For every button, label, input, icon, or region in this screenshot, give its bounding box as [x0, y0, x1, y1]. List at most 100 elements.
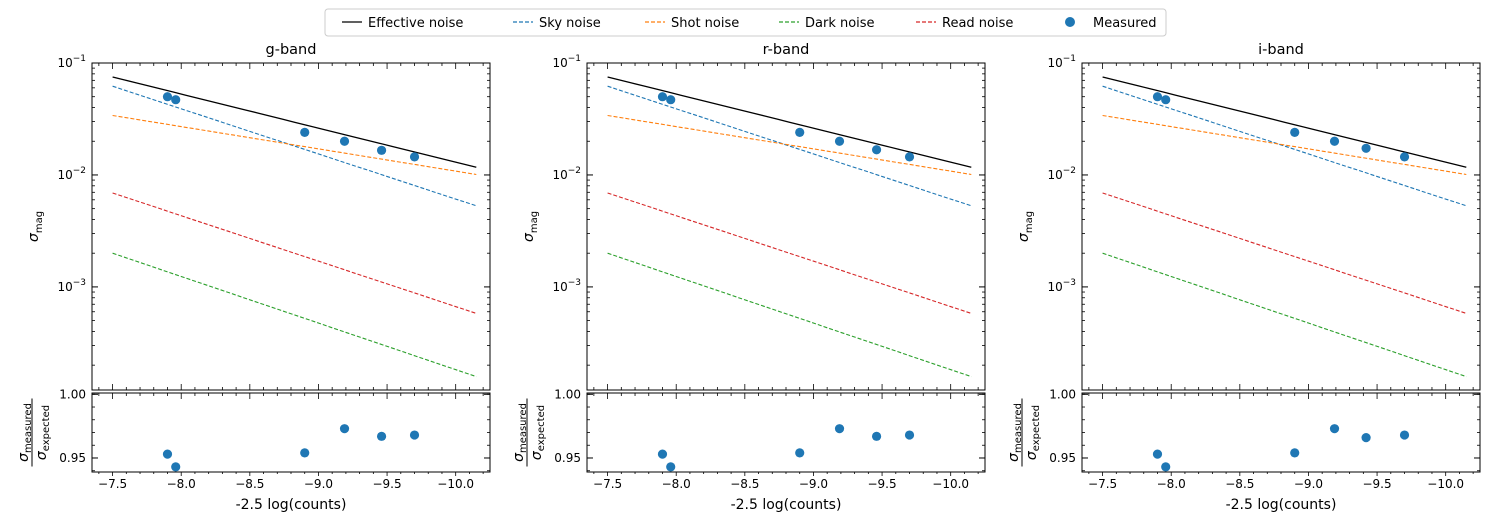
xtick-label: −10.0 — [932, 477, 969, 491]
res-ytick-label: 1.00 — [59, 387, 86, 401]
legend-label-0: Effective noise — [368, 16, 463, 31]
measured-point — [300, 127, 310, 137]
panel-g-band: g-band 10−3 10−2 10−1 σmag 1.00 0.95 −7.5 −8.0 −8… — [16, 42, 491, 513]
legend-marker-5 — [1065, 17, 1075, 27]
legend-frame — [324, 8, 1167, 37]
panel-title: g-band — [266, 42, 317, 58]
residual-axes-frame — [1081, 392, 1481, 473]
residual-point — [666, 462, 676, 472]
measured-point — [409, 152, 420, 162]
xtick-label: −10.0 — [1427, 477, 1464, 491]
residual-point — [376, 431, 387, 441]
legend-item: Sky noise — [513, 16, 601, 31]
legend-item: Dark noise — [779, 16, 875, 31]
residual-point — [1361, 432, 1371, 443]
series-line-2 — [1102, 114, 1467, 176]
measured-point — [904, 152, 915, 162]
main-axes-frame — [91, 62, 491, 391]
measured-point — [657, 92, 668, 102]
legend: Effective noise Sky noise Shot noise Dark n… — [324, 8, 1167, 37]
ytick-label: 10−1 — [552, 54, 581, 70]
measured-point — [1161, 95, 1171, 105]
series-line-1 — [607, 85, 972, 207]
ylabel-residual-numerator: σmeasured — [16, 403, 34, 462]
measured-point — [1290, 127, 1300, 137]
panel-i-band: i-band 10−3 10−2 10−1 σmag 1.00 0.95 −7.5 −8.0 −8… — [1006, 42, 1481, 513]
main-axes-frame — [1081, 62, 1481, 391]
series-line-4 — [112, 192, 477, 314]
measured-point — [871, 145, 882, 155]
ylabel-main: σmag — [1016, 211, 1035, 242]
series-line-3 — [112, 252, 477, 378]
measured-point — [834, 136, 845, 146]
series-line-2 — [607, 114, 972, 176]
series-line-2 — [112, 114, 477, 176]
xtick-label: −9.0 — [304, 477, 333, 491]
measured-point — [1152, 92, 1163, 102]
residual-point — [1161, 462, 1171, 472]
residual-axes-frame — [586, 392, 986, 473]
res-ytick-label: 1.00 — [554, 387, 581, 401]
ylabel-main: σmag — [521, 211, 540, 242]
legend-item: Shot noise — [645, 16, 739, 31]
residual-point — [834, 424, 845, 434]
xtick-label: −7.5 — [98, 477, 127, 491]
residual-point — [1399, 430, 1410, 440]
xtick-label: −8.0 — [1157, 477, 1186, 491]
legend-label-3: Dark noise — [805, 16, 875, 31]
legend-item: Effective noise — [342, 16, 463, 31]
series-line-4 — [1102, 192, 1467, 314]
xtick-label: −8.5 — [235, 477, 264, 491]
residual-axes-frame — [91, 392, 491, 473]
measured-point — [1329, 136, 1340, 146]
ylabel-main: σmag — [26, 211, 45, 242]
legend-label-4: Read noise — [942, 16, 1013, 31]
ytick-label: 10−1 — [57, 54, 86, 70]
ylabel-residual-numerator: σmeasured — [511, 403, 529, 462]
xtick-label: −7.5 — [593, 477, 622, 491]
residual-point — [871, 431, 882, 441]
residual-point — [300, 448, 310, 458]
xtick-label: −9.5 — [372, 477, 401, 491]
main-axes-frame — [586, 62, 986, 391]
xtick-label: −9.0 — [1294, 477, 1323, 491]
series-line-3 — [607, 252, 972, 378]
ylabel-residual-denominator: σexpected — [34, 405, 52, 460]
series-line-0 — [112, 76, 477, 168]
series-line-1 — [1102, 85, 1467, 207]
legend-label-1: Sky noise — [539, 16, 601, 31]
ytick-label: 10−2 — [57, 166, 86, 182]
residual-point — [795, 448, 805, 458]
measured-point — [171, 95, 181, 105]
panel-title: r-band — [763, 42, 810, 58]
measured-point — [162, 92, 173, 102]
series-line-1 — [112, 85, 477, 207]
panel-r-band: r-band 10−3 10−2 10−1 σmag 1.00 0.95 −7.5 −8.0 −8… — [511, 42, 986, 513]
xtick-label: −7.5 — [1088, 477, 1117, 491]
ytick-label: 10−1 — [1047, 54, 1076, 70]
res-ytick-label: 0.95 — [554, 451, 581, 465]
res-ytick-label: 0.95 — [1049, 451, 1076, 465]
measured-point — [666, 95, 676, 105]
ytick-label: 10−3 — [552, 278, 581, 294]
xtick-label: −10.0 — [437, 477, 474, 491]
xtick-label: −8.5 — [1225, 477, 1254, 491]
res-ytick-label: 1.00 — [1049, 387, 1076, 401]
ytick-label: 10−3 — [1047, 278, 1076, 294]
legend-label-2: Shot noise — [671, 16, 739, 31]
series-line-0 — [1102, 76, 1467, 168]
xtick-label: −8.0 — [662, 477, 691, 491]
ylabel-residual-denominator: σexpected — [529, 405, 547, 460]
res-ytick-label: 0.95 — [59, 451, 86, 465]
measured-point — [1399, 152, 1410, 162]
residual-point — [1290, 448, 1300, 458]
xlabel: -2.5 log(counts) — [236, 497, 347, 513]
residual-point — [409, 430, 420, 440]
panel-title: i-band — [1258, 42, 1304, 58]
xtick-label: −8.0 — [167, 477, 196, 491]
series-line-3 — [1102, 252, 1467, 378]
residual-point — [1329, 424, 1340, 434]
